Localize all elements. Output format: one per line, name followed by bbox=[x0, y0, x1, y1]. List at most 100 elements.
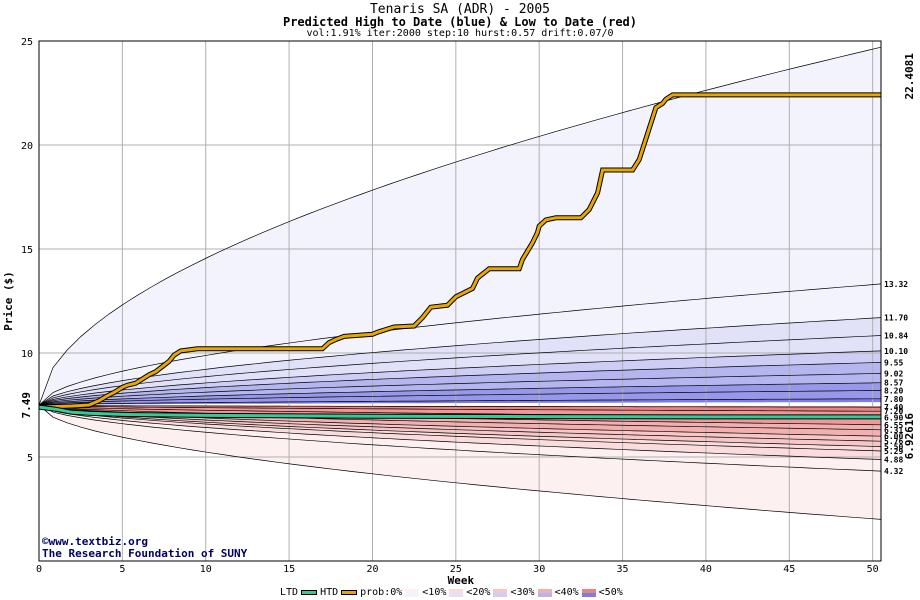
quantile-end-label: 7.80 bbox=[884, 395, 903, 404]
high-band-1 bbox=[39, 283, 881, 406]
low-band-6 bbox=[39, 405, 881, 442]
high-band-7 bbox=[39, 382, 881, 406]
chart-title: Tenaris SA (ADR) - 2005 bbox=[369, 2, 550, 17]
credit-website: ©www.textbiz.org bbox=[42, 535, 148, 548]
quantile-end-label: 7.40 bbox=[884, 403, 903, 412]
legend: LTD HTD prob:0% <10% <20% <30% <40% <50% bbox=[280, 587, 623, 598]
high-band-6 bbox=[39, 373, 881, 406]
chart-parameters: vol:1.91% iter:2000 step:10 hurst:0.57 d… bbox=[306, 28, 614, 39]
quantile-line-19 bbox=[38, 404, 882, 460]
high-band-2 bbox=[39, 317, 881, 406]
x-tick-label: 20 bbox=[366, 564, 378, 575]
ltd-line bbox=[38, 405, 881, 419]
low-band-4 bbox=[39, 405, 881, 430]
quantile-end-label: 4.88 bbox=[884, 455, 903, 464]
quantile-end-label: 6.31 bbox=[884, 426, 903, 435]
plot-frame bbox=[38, 40, 882, 562]
quantile-end-label: 7.20 bbox=[884, 407, 903, 416]
legend-swatch-20 bbox=[493, 588, 508, 597]
quantile-end-label: 6.90 bbox=[884, 413, 903, 422]
htd-line bbox=[38, 93, 881, 409]
quantile-lines bbox=[38, 46, 882, 520]
low-band-10 bbox=[39, 405, 881, 472]
high-band-4 bbox=[39, 350, 881, 406]
y-tick-label: 15 bbox=[21, 245, 33, 256]
chart-subtitle: Predicted High to Date (blue) & Low to D… bbox=[282, 15, 637, 29]
legend-htd-label: HTD bbox=[320, 587, 339, 598]
quantile-line-1 bbox=[38, 283, 882, 406]
low-band-9 bbox=[39, 405, 881, 460]
y-tick-label: 20 bbox=[21, 141, 33, 152]
legend-40-label: <40% bbox=[554, 587, 579, 598]
low-band-11 bbox=[39, 405, 881, 520]
low-band-1 bbox=[39, 405, 881, 412]
legend-ltd-swatch bbox=[301, 590, 318, 595]
chart-axes bbox=[38, 40, 882, 562]
x-tick-label: 25 bbox=[450, 564, 462, 575]
quantile-end-label: 5.76 bbox=[884, 437, 903, 446]
quantile-end-label: 9.55 bbox=[884, 358, 903, 367]
legend-50-label: <50% bbox=[598, 587, 623, 598]
quantile-line-7 bbox=[38, 382, 882, 406]
legend-swatch-10 bbox=[449, 588, 464, 597]
quantile-end-label: 13.32 bbox=[884, 280, 908, 289]
x-tick-label: 40 bbox=[700, 564, 712, 575]
legend-10-label: <10% bbox=[422, 587, 447, 598]
quantile-line-0 bbox=[38, 46, 882, 406]
quantile-end-label: 8.20 bbox=[884, 386, 903, 395]
quantile-line-21 bbox=[38, 404, 882, 520]
quantile-end-label: 9.02 bbox=[884, 369, 903, 378]
x-tick-label: 45 bbox=[783, 564, 795, 575]
x-tick-label: 15 bbox=[283, 564, 295, 575]
legend-30-label: <30% bbox=[510, 587, 535, 598]
quantile-line-10 bbox=[38, 404, 881, 408]
quantile-end-label: 10.10 bbox=[884, 347, 908, 356]
quantile-line-9 bbox=[38, 398, 881, 406]
y-tick-label: 10 bbox=[21, 349, 33, 360]
legend-swatch-30 bbox=[537, 588, 552, 597]
quantile-line-6 bbox=[38, 373, 882, 406]
high-band-5 bbox=[39, 362, 881, 406]
x-tick-label: 30 bbox=[533, 564, 545, 575]
y-axis-label: Price ($) bbox=[2, 271, 15, 331]
high-band-9 bbox=[39, 398, 881, 406]
x-tick-label: 0 bbox=[36, 564, 42, 575]
quantile-line-4 bbox=[38, 350, 882, 406]
low-band-8 bbox=[39, 405, 881, 451]
probability-bands bbox=[39, 47, 881, 520]
quantile-line-16 bbox=[38, 404, 882, 442]
x-tick-label: 50 bbox=[867, 564, 879, 575]
quantile-line-18 bbox=[38, 404, 882, 452]
legend-swatch-0 bbox=[405, 588, 420, 597]
x-axis-label: Week bbox=[448, 574, 475, 587]
ltd-final-label: 6.92616 bbox=[903, 413, 916, 460]
series-lines bbox=[38, 92, 881, 420]
quantile-line-5 bbox=[38, 362, 882, 406]
quantile-line-8 bbox=[38, 390, 882, 406]
htd-final-label: 22.4081 bbox=[903, 53, 916, 100]
quantile-line-3 bbox=[38, 335, 882, 406]
high-band-8 bbox=[39, 390, 881, 406]
quantile-end-label: 10.84 bbox=[884, 332, 908, 341]
legend-swatch-40 bbox=[581, 588, 596, 597]
quantile-line-20 bbox=[38, 404, 882, 472]
legend-htd-swatch bbox=[341, 590, 358, 595]
quantile-line-11 bbox=[38, 404, 881, 412]
quantile-end-label: 6.55 bbox=[884, 421, 903, 430]
quantile-line-2 bbox=[38, 317, 882, 406]
quantile-end-label: 11.70 bbox=[884, 314, 908, 323]
start-price-label: 7.49 bbox=[20, 392, 33, 419]
x-tick-label: 5 bbox=[119, 564, 125, 575]
low-band-5 bbox=[39, 405, 881, 437]
quantile-line-17 bbox=[38, 404, 882, 447]
x-tick-label: 35 bbox=[617, 564, 629, 575]
quantile-end-label: 5.29 bbox=[884, 447, 903, 456]
legend-ltd-label: LTD bbox=[280, 587, 299, 598]
high-band-0 bbox=[39, 47, 881, 406]
legend-prob-label: prob:0% bbox=[360, 587, 403, 598]
legend-20-label: <20% bbox=[466, 587, 491, 598]
quantile-end-label: 6.00 bbox=[884, 432, 903, 441]
quantile-end-label: 4.32 bbox=[884, 467, 903, 476]
